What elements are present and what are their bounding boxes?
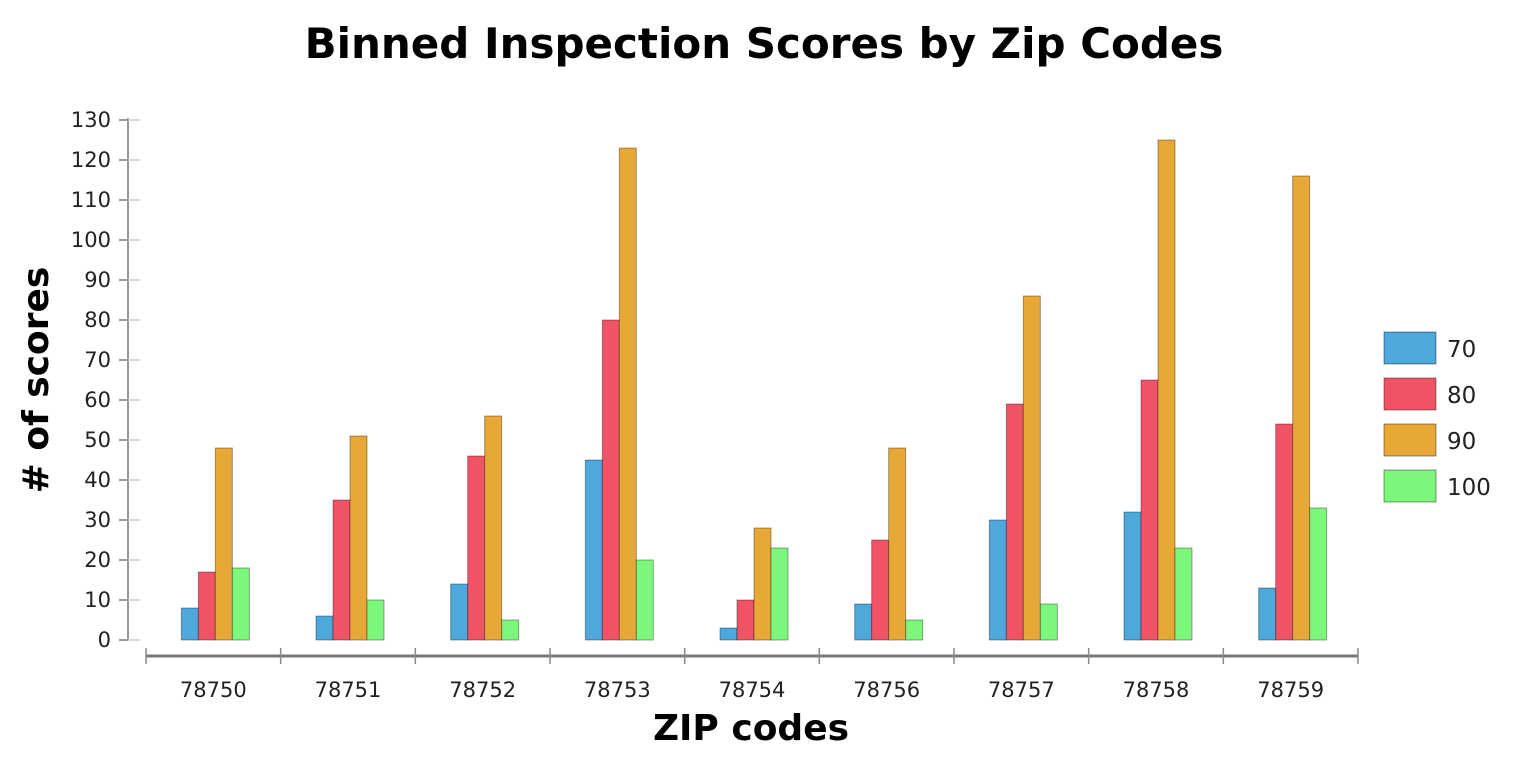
bar-90-78759 bbox=[1292, 175, 1311, 641]
bar-90-78750 bbox=[214, 447, 233, 641]
bar-90-78751 bbox=[349, 435, 368, 641]
legend-label-90: 90 bbox=[1447, 429, 1476, 455]
x-tick-label: 78750 bbox=[180, 678, 247, 702]
legend-label-80: 80 bbox=[1447, 383, 1476, 409]
legend-swatch-70 bbox=[1383, 331, 1437, 365]
y-axis-title: # of scores bbox=[16, 267, 57, 494]
bar-90-78756 bbox=[888, 447, 907, 641]
bar-70-78750 bbox=[180, 607, 199, 641]
x-axis: 78750 78751 78752 78753 78754 78756 78757 78758… bbox=[145, 648, 1359, 702]
y-tick-label: 80 bbox=[84, 308, 111, 332]
bar-90-78757 bbox=[1022, 295, 1041, 641]
chart-title: Binned Inspection Scores by Zip Codes bbox=[305, 19, 1224, 68]
bar-90-78754 bbox=[753, 527, 772, 641]
x-tick-label: 78756 bbox=[853, 678, 920, 702]
x-tick-label: 78758 bbox=[1123, 678, 1190, 702]
y-tick-label: 20 bbox=[84, 548, 111, 572]
bar-80-78759 bbox=[1275, 423, 1294, 641]
bar-70-78759 bbox=[1258, 587, 1277, 641]
bars bbox=[180, 139, 1328, 641]
legend-swatch-90 bbox=[1383, 423, 1437, 457]
bar-90-78753 bbox=[618, 147, 637, 641]
bar-100-78759 bbox=[1309, 507, 1328, 641]
legend-label-100: 100 bbox=[1447, 475, 1491, 501]
bar-80-78750 bbox=[197, 571, 216, 641]
bar-100-78750 bbox=[231, 567, 250, 641]
bar-100-78757 bbox=[1039, 603, 1058, 641]
y-tick-label: 100 bbox=[71, 228, 111, 252]
bar-100-78753 bbox=[635, 559, 654, 641]
x-tick-label: 78753 bbox=[584, 678, 651, 702]
legend-swatch-80 bbox=[1383, 377, 1437, 411]
bar-70-78752 bbox=[450, 583, 469, 641]
bar-70-78757 bbox=[988, 519, 1007, 641]
bar-80-78753 bbox=[601, 319, 620, 641]
y-tick-label: 120 bbox=[71, 148, 111, 172]
bar-100-78751 bbox=[366, 599, 385, 641]
x-tick-label: 78754 bbox=[719, 678, 786, 702]
bar-100-78758 bbox=[1174, 547, 1193, 641]
bar-70-78753 bbox=[584, 459, 603, 641]
bar-90-78758 bbox=[1157, 139, 1176, 641]
y-tick-label: 130 bbox=[71, 108, 111, 132]
y-axis: 0 10 20 30 40 50 60 70 80 90 100 110 120 130 bbox=[71, 108, 140, 652]
bar-80-78751 bbox=[332, 499, 351, 641]
bar-80-78756 bbox=[871, 539, 890, 641]
legend-swatch-100 bbox=[1383, 469, 1437, 503]
y-tick-label: 110 bbox=[71, 188, 111, 212]
bar-80-78757 bbox=[1005, 403, 1024, 641]
bar-80-78754 bbox=[736, 599, 755, 641]
bar-100-78756 bbox=[905, 619, 924, 641]
y-tick-label: 60 bbox=[84, 388, 111, 412]
x-tick-label: 78759 bbox=[1257, 678, 1324, 702]
x-tick-label: 78752 bbox=[449, 678, 516, 702]
bar-100-78752 bbox=[501, 619, 520, 641]
bar-80-78752 bbox=[467, 455, 486, 641]
x-axis-title: ZIP codes bbox=[653, 708, 849, 749]
bar-70-78751 bbox=[315, 615, 334, 641]
y-tick-label: 50 bbox=[84, 428, 111, 452]
bar-80-78758 bbox=[1140, 379, 1159, 641]
bar-70-78758 bbox=[1123, 511, 1142, 641]
bar-100-78754 bbox=[770, 547, 789, 641]
legend: 70 80 90 100 bbox=[1383, 331, 1491, 503]
legend-label-70: 70 bbox=[1447, 337, 1476, 363]
bar-70-78756 bbox=[854, 603, 873, 641]
y-tick-label: 0 bbox=[98, 628, 111, 652]
y-tick-label: 40 bbox=[84, 468, 111, 492]
y-tick-label: 30 bbox=[84, 508, 111, 532]
bar-70-78754 bbox=[719, 627, 738, 641]
bar-90-78752 bbox=[484, 415, 503, 641]
x-tick-label: 78751 bbox=[315, 678, 382, 702]
y-tick-label: 90 bbox=[84, 268, 111, 292]
y-tick-label: 10 bbox=[84, 588, 111, 612]
x-tick-label: 78757 bbox=[988, 678, 1055, 702]
y-tick-label: 70 bbox=[84, 348, 111, 372]
